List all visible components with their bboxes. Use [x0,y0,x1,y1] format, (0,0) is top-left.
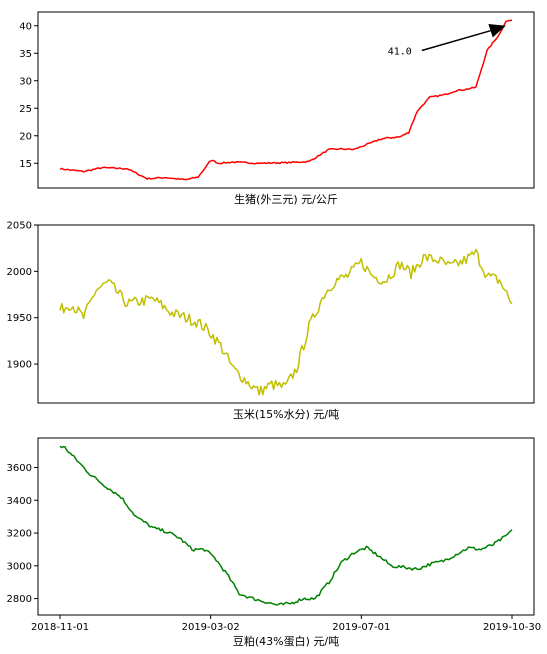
series-line [59,445,513,606]
corn-price-chart: 1900 1950 2000 2050 玉米(15%水分) 元/吨 [7,221,535,421]
y-tick-label: 1950 [7,313,32,324]
y-tick-label: 3200 [7,529,32,540]
y-tick-label: 35 [19,49,32,60]
series-line [59,248,513,396]
x-tick-label: 2018-11-01 [31,622,89,633]
axes-frame [37,437,535,616]
annotation-arrow-head [488,24,506,38]
y-tick-label: 30 [19,76,32,87]
y-tick-label: 1900 [7,360,32,371]
soymeal-price-chart: 2800 3000 3200 3400 3600 2018-11-01 2019-03-02… [7,437,541,648]
y-tick-label: 3400 [7,496,32,507]
x-axis-title: 生猪(外三元) 元/公斤 [234,192,338,206]
x-axis-title: 豆粕(43%蛋白) 元/吨 [233,634,339,648]
y-tick-label: 3000 [7,561,32,572]
annotation-text: 41.0 [388,47,412,58]
x-tick-label: 2019-07-01 [332,622,390,633]
y-tick-label: 20 [19,131,32,142]
y-tick-label: 15 [19,159,32,170]
x-tick-label: 2019-10-30 [483,622,541,633]
axes-frame [37,224,535,404]
y-tick-label: 2000 [7,267,32,278]
y-tick-label: 25 [19,104,32,115]
annotation-arrow-shaft [421,29,491,52]
y-tick-label: 3600 [7,463,32,474]
y-tick-label: 40 [19,21,32,32]
x-axis-title: 玉米(15%水分) 元/吨 [233,408,339,421]
series-line [59,19,513,181]
pork-price-chart: 15 20 25 30 35 40 生猪(外三元) 元/公斤 41.0 [19,11,535,206]
y-tick-label: 2800 [7,594,32,605]
axes-frame [37,11,535,189]
x-tick-label: 2019-03-02 [182,622,240,633]
y-tick-label: 2050 [7,221,32,232]
